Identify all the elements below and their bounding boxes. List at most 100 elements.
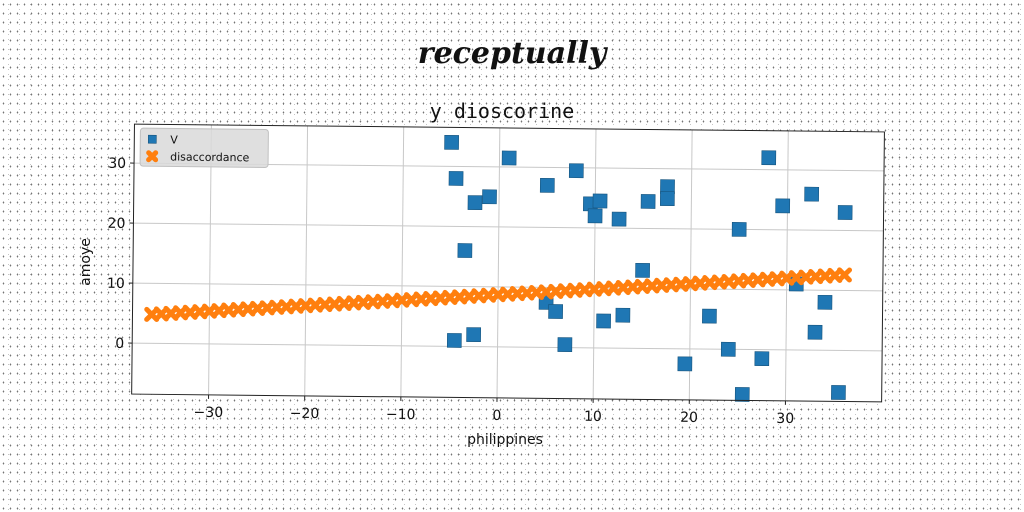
x-marker-stroke <box>403 292 420 308</box>
x-marker-stroke <box>731 273 747 289</box>
data-point-v <box>640 194 656 209</box>
x-marker-stroke <box>663 277 679 293</box>
x-marker-stroke <box>355 294 371 310</box>
x-marker-stroke <box>394 292 410 308</box>
figure-title: receptually <box>417 36 607 71</box>
x-marker-stroke <box>490 287 506 303</box>
data-point-v <box>804 186 820 202</box>
x-marker-stroke <box>221 302 237 318</box>
data-point-v <box>539 178 555 193</box>
data-point-v <box>731 222 747 237</box>
x-marker-stroke <box>269 299 285 315</box>
data-point-v <box>501 150 517 166</box>
x-marker-stroke <box>471 288 487 304</box>
y-gridline <box>132 282 883 292</box>
data-point-v <box>448 171 464 186</box>
data-point-v <box>807 324 823 340</box>
y-tick-label: 10 <box>107 276 125 292</box>
x-marker-stroke <box>606 280 622 296</box>
x-marker-stroke <box>298 298 314 314</box>
data-point-v <box>482 189 497 205</box>
x-gridline <box>304 125 309 396</box>
x-marker-stroke <box>682 276 699 292</box>
x-marker-stroke <box>529 285 545 300</box>
y-gridline <box>133 222 884 232</box>
data-point-v <box>587 208 603 224</box>
x-marker-stroke <box>461 288 477 304</box>
x-marker-stroke <box>240 301 256 317</box>
legend-box <box>139 127 269 168</box>
x-tick-label: 20 <box>680 410 698 426</box>
data-point-v <box>611 211 627 227</box>
data-point-v <box>446 333 462 348</box>
data-point-v <box>615 307 631 323</box>
x-gridline <box>400 126 405 397</box>
data-point-v <box>467 195 483 211</box>
x-gridline <box>496 127 501 398</box>
x-marker-stroke <box>480 287 497 303</box>
data-point-v <box>761 150 777 166</box>
y-tick-label: 20 <box>108 216 126 232</box>
x-marker-stroke <box>827 268 843 283</box>
data-point-v <box>557 337 573 352</box>
x-tick-label: 10 <box>584 409 602 425</box>
y-tick-label: 0 <box>115 336 124 352</box>
x-tick-label: −20 <box>290 406 320 422</box>
legend-marker-disaccordance <box>146 150 159 163</box>
x-marker-stroke <box>365 294 381 310</box>
x-marker-stroke <box>442 289 458 305</box>
x-marker-stroke <box>625 279 641 295</box>
x-marker-stroke <box>182 304 198 320</box>
x-marker-stroke <box>798 269 814 285</box>
x-marker-stroke <box>288 298 304 314</box>
x-marker-stroke <box>500 286 516 302</box>
x-marker-stroke <box>702 275 718 291</box>
x-marker-stroke <box>509 286 525 302</box>
x-marker-stroke <box>317 297 333 313</box>
x-marker-stroke <box>615 280 631 296</box>
data-point-v <box>734 387 750 402</box>
x-marker-stroke <box>163 305 179 321</box>
x-marker-stroke <box>336 296 352 311</box>
tick-layer: −30 −20 −10 0 10 20 30 0 10 20 30 <box>107 156 794 427</box>
x-tick-label: 30 <box>776 411 794 427</box>
data-point-v <box>457 243 473 258</box>
x-tick-label: 0 <box>492 408 501 424</box>
x-marker-stroke <box>519 285 535 301</box>
x-marker-stroke <box>836 267 853 283</box>
series-layer <box>144 135 853 402</box>
x-marker-stroke <box>567 282 583 298</box>
data-point-v <box>837 205 853 220</box>
x-marker-stroke <box>634 279 650 294</box>
legend-label: V <box>170 133 178 146</box>
x-marker-stroke <box>654 277 670 293</box>
plot-frame <box>131 123 885 403</box>
x-marker-stroke <box>146 150 159 163</box>
data-point-v <box>635 263 650 278</box>
x-gridline <box>592 128 597 399</box>
x-marker-stroke <box>759 271 776 287</box>
data-point-v <box>444 135 459 150</box>
x-marker-stroke <box>808 269 824 285</box>
x-marker-stroke <box>788 270 804 286</box>
x-marker-stroke <box>644 278 660 294</box>
x-marker-stroke <box>557 283 573 299</box>
x-marker-stroke <box>250 300 266 316</box>
x-tick-label: −10 <box>386 407 416 423</box>
x-marker-stroke <box>692 275 708 291</box>
x-marker-stroke <box>779 270 795 286</box>
x-axis-label: philippines <box>467 432 543 448</box>
x-marker-stroke <box>346 295 362 311</box>
x-marker-stroke <box>769 271 785 287</box>
legend-marker-v <box>147 134 157 144</box>
x-marker-stroke <box>384 293 400 309</box>
data-point-disaccordance <box>836 267 853 283</box>
data-point-v <box>775 198 791 214</box>
x-marker-stroke <box>548 283 564 299</box>
y-axis-label: amoye <box>78 238 94 286</box>
y-gridline <box>132 342 883 352</box>
x-marker-stroke <box>307 297 323 313</box>
